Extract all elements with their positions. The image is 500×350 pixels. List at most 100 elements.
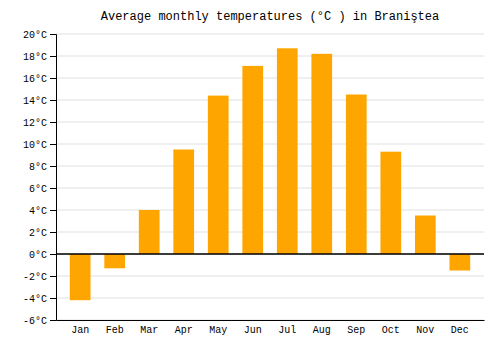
y-tick: 18°C <box>23 52 56 63</box>
bar <box>311 54 332 254</box>
x-tick: Nov <box>416 325 434 336</box>
x-tick: Jun <box>244 325 262 336</box>
y-tick-mark <box>50 56 56 57</box>
bar <box>415 216 436 255</box>
y-tick: 16°C <box>23 74 56 85</box>
x-tick-label: Jul <box>278 325 296 336</box>
grid-line <box>56 320 484 321</box>
y-tick: -4°C <box>23 294 56 305</box>
y-tick-mark <box>50 78 56 79</box>
y-tick-mark <box>50 232 56 233</box>
x-tick: Jan <box>71 325 89 336</box>
y-tick-mark <box>50 144 56 145</box>
y-tick-label: 20°C <box>23 30 47 41</box>
y-tick-label: -6°C <box>23 316 47 327</box>
y-tick: 8°C <box>29 162 56 173</box>
x-tick: Jul <box>278 325 296 336</box>
y-tick-label: -2°C <box>23 272 47 283</box>
x-tick-label: Aug <box>313 325 331 336</box>
bar <box>104 254 125 268</box>
x-tick-label: Jan <box>71 325 89 336</box>
grid-line <box>56 276 484 277</box>
chart: -6°C -4°C -2°C 0°C 2°C 4°C 6°C 8°C 10°C 12°C 14°C 1… <box>0 0 500 350</box>
grid-line <box>56 210 484 211</box>
y-tick-label: -4°C <box>23 294 47 305</box>
x-tick: Feb <box>106 325 124 336</box>
zero-line <box>56 253 484 255</box>
bar <box>346 95 367 255</box>
y-tick-label: 14°C <box>23 96 47 107</box>
title: Average monthly temperatures (°C ) in Br… <box>101 10 439 24</box>
bars <box>70 48 470 300</box>
grid-line <box>56 122 484 123</box>
bar <box>173 150 194 255</box>
y-tick-mark <box>50 254 56 255</box>
x-axis-line <box>57 320 485 321</box>
y-tick: 2°C <box>29 228 56 239</box>
x-axis: Jan Feb Mar Apr May Jun Jul Aug Sep Oct Nov Dec <box>57 321 485 337</box>
grid-line <box>56 56 484 57</box>
y-tick-label: 2°C <box>29 228 47 239</box>
y-tick: 20°C <box>23 30 56 41</box>
plot: -6°C -4°C -2°C 0°C 2°C 4°C 6°C 8°C 10°C 12°C 14°C 1… <box>23 30 485 336</box>
y-tick-label: 10°C <box>23 140 47 151</box>
y-tick-mark <box>50 34 56 35</box>
y-tick-mark <box>50 122 56 123</box>
y-tick: 12°C <box>23 118 56 129</box>
bar <box>277 48 298 254</box>
y-tick-label: 4°C <box>29 206 47 217</box>
x-tick: Aug <box>313 325 331 336</box>
x-tick: Mar <box>140 325 158 336</box>
y-axis: -6°C -4°C -2°C 0°C 2°C 4°C 6°C 8°C 10°C 12°C 14°C 1… <box>23 30 57 327</box>
y-tick: -2°C <box>23 272 56 283</box>
grid-line <box>56 34 484 35</box>
grid-line <box>56 166 484 167</box>
x-tick-label: Feb <box>106 325 124 336</box>
y-tick: -6°C <box>23 316 56 327</box>
zero-line-group <box>56 254 484 255</box>
grid-line <box>56 254 484 255</box>
x-tick: Dec <box>451 325 469 336</box>
grid <box>56 34 484 320</box>
y-tick-mark <box>50 320 56 321</box>
y-tick-label: 6°C <box>29 184 47 195</box>
x-tick-label: Dec <box>451 325 469 336</box>
y-tick: 14°C <box>23 96 56 107</box>
x-tick: Sep <box>347 325 365 336</box>
grid-line <box>56 298 484 299</box>
y-tick-label: 16°C <box>23 74 47 85</box>
y-tick-label: 18°C <box>23 52 47 63</box>
y-tick: 10°C <box>23 140 56 151</box>
x-tick-label: Nov <box>416 325 434 336</box>
y-tick-mark <box>50 210 56 211</box>
y-tick-mark <box>50 276 56 277</box>
y-tick: 6°C <box>29 184 56 195</box>
y-axis-line <box>50 35 57 321</box>
bar <box>380 152 401 254</box>
y-tick-mark <box>50 166 56 167</box>
x-tick: Apr <box>175 325 193 336</box>
bar <box>449 254 470 271</box>
x-tick: May <box>209 325 227 336</box>
y-tick-label: 0°C <box>29 250 47 261</box>
grid-line <box>56 144 484 145</box>
x-tick-label: Sep <box>347 325 365 336</box>
y-tick-mark <box>50 100 56 101</box>
bar <box>242 66 263 254</box>
x-tick-label: Jun <box>244 325 262 336</box>
grid-line <box>56 78 484 79</box>
bar <box>208 96 229 254</box>
x-tick: Oct <box>382 325 400 336</box>
y-tick-mark <box>50 298 56 299</box>
x-tick-label: Apr <box>175 325 193 336</box>
x-tick-label: Oct <box>382 325 400 336</box>
y-tick: 0°C <box>29 250 56 261</box>
y-tick-label: 8°C <box>29 162 47 173</box>
y-tick: 4°C <box>29 206 56 217</box>
bar <box>70 254 91 300</box>
x-tick-label: Mar <box>140 325 158 336</box>
y-tick-label: 12°C <box>23 118 47 129</box>
grid-line <box>56 188 484 189</box>
y-tick-mark <box>50 188 56 189</box>
x-tick-label: May <box>209 325 227 336</box>
